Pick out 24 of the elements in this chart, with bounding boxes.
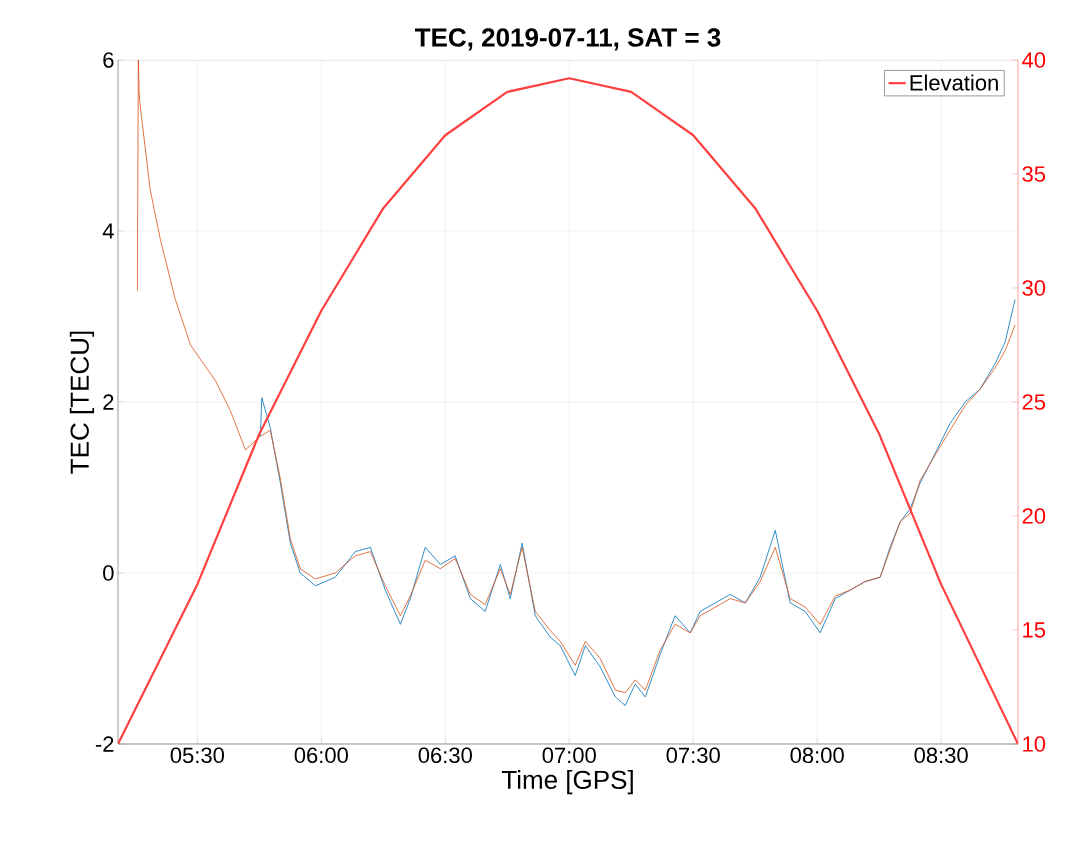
- x-tick-label: 07:00: [542, 747, 596, 764]
- y2-tick-label: 40: [1022, 52, 1046, 68]
- x-tick-label: 08:30: [914, 747, 968, 764]
- y-tick-label: 4: [102, 223, 114, 239]
- y-axis-title: TEC [TECU]: [69, 331, 95, 474]
- legend-label: Elevation: [910, 74, 998, 91]
- x-tick-label: 05:30: [170, 747, 224, 764]
- chart-title: TEC, 2019-07-11, SAT = 3: [414, 28, 721, 51]
- y-tick-label: 6: [103, 52, 114, 68]
- x-tick-label: 06:30: [418, 747, 472, 764]
- x-tick-label: 06:00: [294, 747, 348, 764]
- y2-tick-label: 10: [1023, 736, 1046, 752]
- x-tick-label: 08:00: [790, 747, 844, 764]
- y2-tick-label: 20: [1022, 508, 1046, 524]
- y2-tick-label: 30: [1022, 280, 1046, 296]
- y-tick-label: -2: [95, 736, 114, 752]
- y2-tick-label: 35: [1022, 166, 1046, 182]
- y-tick-label: 0: [103, 565, 114, 581]
- y-tick-label: 2: [103, 394, 114, 410]
- y2-tick-label: 25: [1022, 394, 1046, 410]
- y2-tick-label: 15: [1023, 622, 1046, 638]
- line-series: [259, 298, 1016, 706]
- x-tick-label: 07:30: [666, 747, 720, 764]
- x-axis-title: Time [GPS]: [501, 769, 633, 795]
